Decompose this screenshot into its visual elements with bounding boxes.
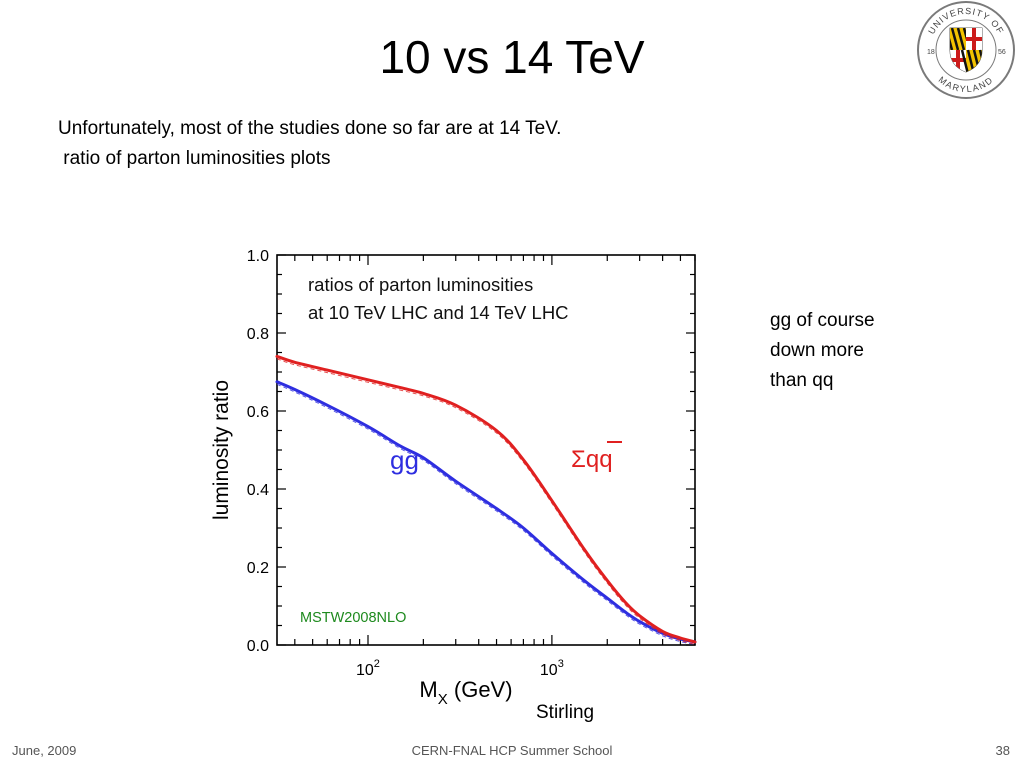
y-axis-label: luminosity ratio [210,380,233,520]
series-line-gg [275,380,697,644]
x-tick-label: 102 [356,658,380,679]
y-tick-label: 0.2 [247,560,269,577]
luminosity-ratio-chart: 0.0 0.2 0.4 0.6 0.8 1.0 102 103 ratios of part… [190,235,730,715]
body-line-1: Unfortunately, most of the studies done … [58,118,562,139]
side-note-line-2: down more [770,340,864,361]
footer-page-number: 38 [995,743,1010,758]
x-tick-label: 103 [540,658,564,679]
seal-year-right: 56 [998,49,1006,56]
chart-credit: Stirling [536,702,595,723]
series-line-qq [275,354,697,644]
y-tick-label: 0.4 [247,482,269,499]
y-tick-label: 0.6 [247,404,269,421]
y-tick-label: 0.8 [247,326,269,343]
slide-body-text: Unfortunately, most of the studies done … [58,114,561,174]
series-line-gg-dashed [276,383,696,645]
footer-date: June, 2009 [12,743,77,758]
series-label-gg: gg [390,445,419,475]
y-axis: 0.0 0.2 0.4 0.6 0.8 1.0 [247,248,695,655]
chart-title-line-2: at 10 TeV LHC and 14 TeV LHC [308,302,569,323]
y-tick-label: 1.0 [247,248,269,265]
university-seal-logo: UNIVERSITY OF MARYLAND 18 56 [917,1,1015,99]
body-line-2: ratio of parton luminosities plots [58,148,331,169]
side-note-line-3: than qq [770,370,834,391]
seal-year-left: 18 [927,49,935,56]
series-label-qq: Σqq [571,446,613,473]
side-note: gg of course down more than qq [770,306,875,396]
x-axis-label-sub: X [438,691,448,708]
series-group [275,354,697,645]
chart-title-line-1: ratios of parton luminosities [308,274,533,295]
chart-svg: 0.0 0.2 0.4 0.6 0.8 1.0 102 103 ratios of part… [210,248,697,708]
footer-event: CERN-FNAL HCP Summer School [411,743,613,758]
x-axis: 102 103 [294,255,696,679]
chart-annotation-mstw: MSTW2008NLO [300,610,406,626]
x-axis-label-unit: (GeV) [448,677,513,702]
y-tick-label: 0.0 [247,638,269,655]
series-line-qq-dashed [276,358,696,645]
side-note-line-1: gg of course [770,310,875,331]
x-axis-label-main: M [419,677,437,702]
x-axis-label: MX (GeV) [419,677,512,708]
slide-title: 10 vs 14 TeV [379,31,645,83]
